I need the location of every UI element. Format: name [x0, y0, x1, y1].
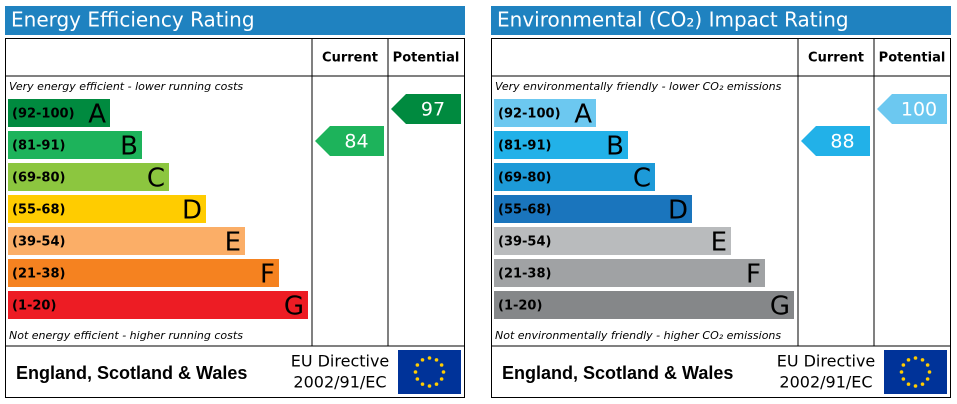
eu-star [925, 377, 930, 381]
eu-star [413, 370, 418, 374]
top-note: Very environmentally friendly - lower CO… [495, 80, 782, 93]
band-range: (81-91) [12, 139, 65, 154]
band-range: (69-80) [12, 171, 65, 186]
eu-star [927, 370, 932, 374]
rating-band [8, 227, 245, 255]
band-range: (21-38) [12, 267, 65, 282]
band-letter: A [574, 100, 592, 130]
eu-star [427, 356, 432, 360]
band-letter: B [606, 132, 624, 162]
directive-line: 2002/91/EC [293, 373, 386, 392]
band-range: (55-68) [498, 203, 551, 218]
band-letter: C [633, 164, 651, 194]
eu-star [427, 384, 432, 388]
current-value: 84 [344, 131, 368, 153]
title-bar [491, 6, 951, 35]
title-bar [5, 6, 465, 35]
band-range: (39-54) [498, 235, 551, 250]
potential-arrow [877, 94, 947, 124]
rating-band [494, 195, 692, 223]
band-letter: C [147, 164, 165, 194]
rating-band [494, 259, 765, 287]
current-arrow [801, 126, 870, 156]
eu-star [441, 370, 446, 374]
band-range: (55-68) [12, 203, 65, 218]
region: England, Scotland & Wales [16, 363, 247, 383]
potential-value: 97 [421, 99, 445, 121]
band-range: (92-100) [12, 107, 75, 122]
directive-line: EU Directive [291, 352, 390, 371]
rating-band [8, 195, 206, 223]
band-letter: D [668, 196, 688, 226]
band-letter: A [88, 100, 106, 130]
band-letter: E [711, 228, 727, 258]
band-range: (81-91) [498, 139, 551, 154]
rating-band [494, 227, 731, 255]
band-range: (39-54) [12, 235, 65, 250]
rating-band [8, 163, 169, 191]
rating-band [494, 99, 596, 127]
eu-star [420, 382, 425, 386]
eu-star [415, 377, 420, 381]
band-letter: E [225, 228, 241, 258]
band-range: (92-100) [498, 107, 561, 122]
rating-band [8, 291, 308, 319]
eu-star [906, 382, 911, 386]
current-header: Current [808, 51, 864, 66]
current-header: Current [322, 51, 378, 66]
rating-band [494, 163, 655, 191]
eu-star [925, 363, 930, 367]
rating-band [8, 131, 142, 159]
rating-band [494, 131, 628, 159]
eu-star [906, 358, 911, 362]
eu-star [439, 377, 444, 381]
eu-star [901, 377, 906, 381]
eu-star [439, 363, 444, 367]
band-letter: G [284, 292, 304, 322]
eu-star [913, 356, 918, 360]
band-letter: B [120, 132, 138, 162]
eu-star [434, 382, 439, 386]
current-value: 88 [830, 131, 854, 153]
eu-star [920, 382, 925, 386]
eu-star [920, 358, 925, 362]
potential-header: Potential [393, 51, 460, 66]
panel-frame [5, 38, 465, 398]
band-letter: F [260, 260, 275, 290]
region: England, Scotland & Wales [502, 363, 733, 383]
panel-frame [491, 38, 951, 398]
band-range: (21-38) [498, 267, 551, 282]
eu-star [434, 358, 439, 362]
panel-title: Environmental (CO₂) Impact Rating [497, 8, 849, 32]
band-range: (69-80) [498, 171, 551, 186]
bottom-note: Not energy efficient - higher running co… [9, 329, 243, 342]
eu-star [913, 384, 918, 388]
rating-band [8, 99, 110, 127]
band-range: (1-20) [498, 299, 542, 314]
rating-band [494, 291, 794, 319]
directive-line: EU Directive [777, 352, 876, 371]
band-letter: F [746, 260, 761, 290]
eu-star [899, 370, 904, 374]
potential-value: 100 [901, 99, 937, 121]
panel-title: Energy Efficiency Rating [11, 8, 255, 32]
potential-arrow [391, 94, 461, 124]
band-range: (1-20) [12, 299, 56, 314]
eu-star [415, 363, 420, 367]
potential-header: Potential [879, 51, 946, 66]
top-note: Very energy efficient - lower running co… [9, 80, 243, 93]
current-arrow [315, 126, 384, 156]
bottom-note: Not environmentally friendly - higher CO… [495, 329, 781, 342]
directive-line: 2002/91/EC [779, 373, 872, 392]
eu-star [420, 358, 425, 362]
band-letter: D [182, 196, 202, 226]
eu-star [901, 363, 906, 367]
rating-band [8, 259, 279, 287]
band-letter: G [770, 292, 790, 322]
